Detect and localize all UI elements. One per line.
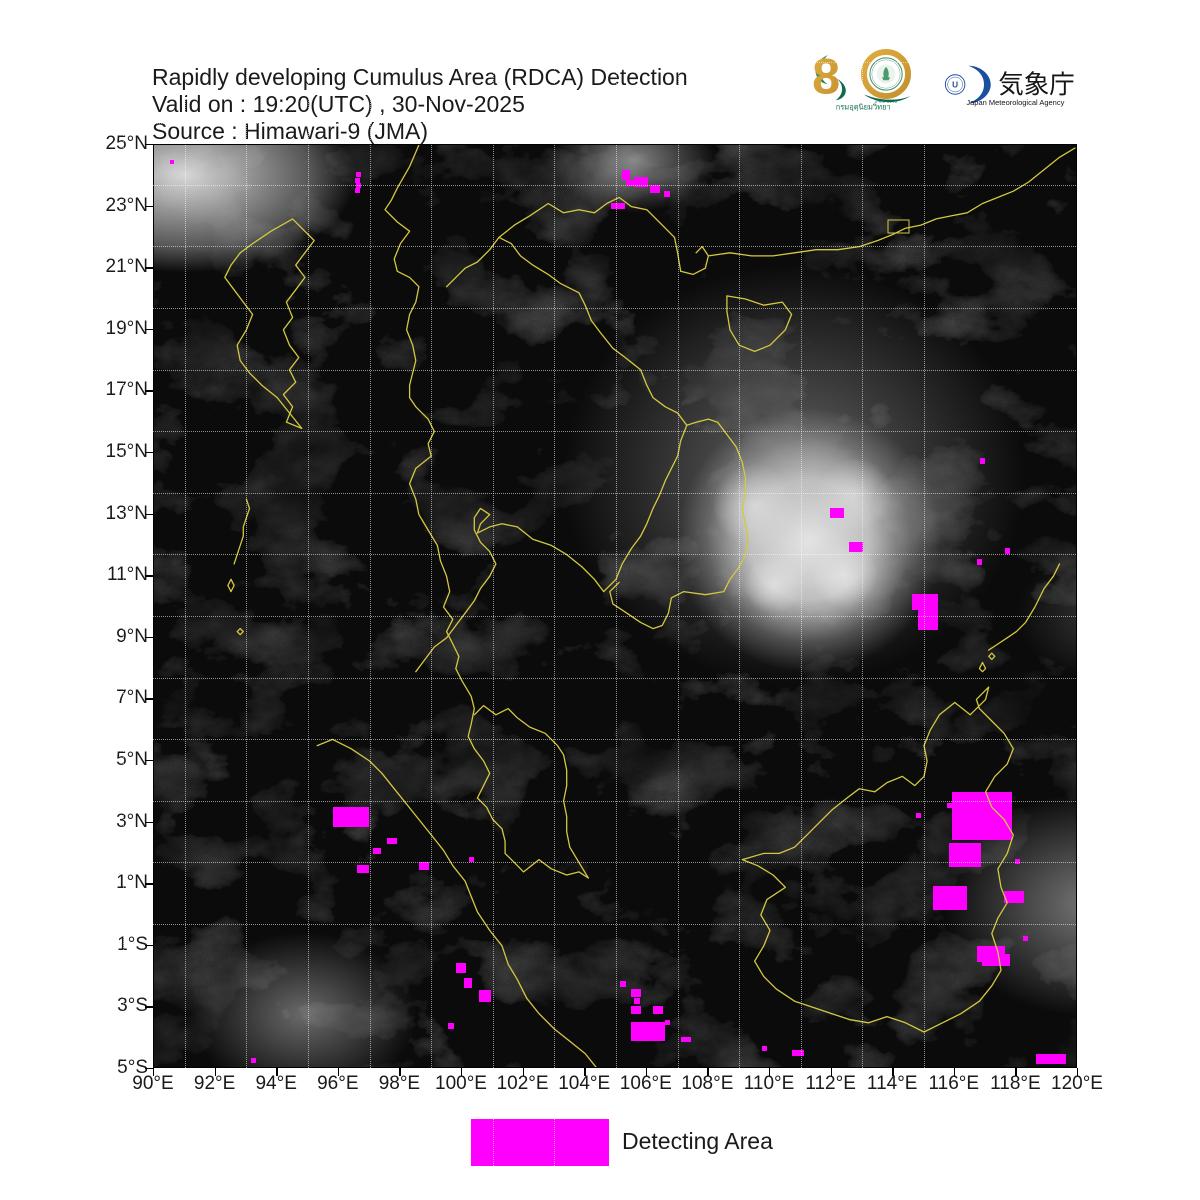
svg-text:8: 8: [812, 48, 840, 105]
svg-text:気象庁: 気象庁: [998, 64, 1075, 101]
svg-text:U: U: [952, 81, 958, 90]
svg-text:Japan Meteorological Agency: Japan Meteorological Agency: [966, 98, 1064, 107]
